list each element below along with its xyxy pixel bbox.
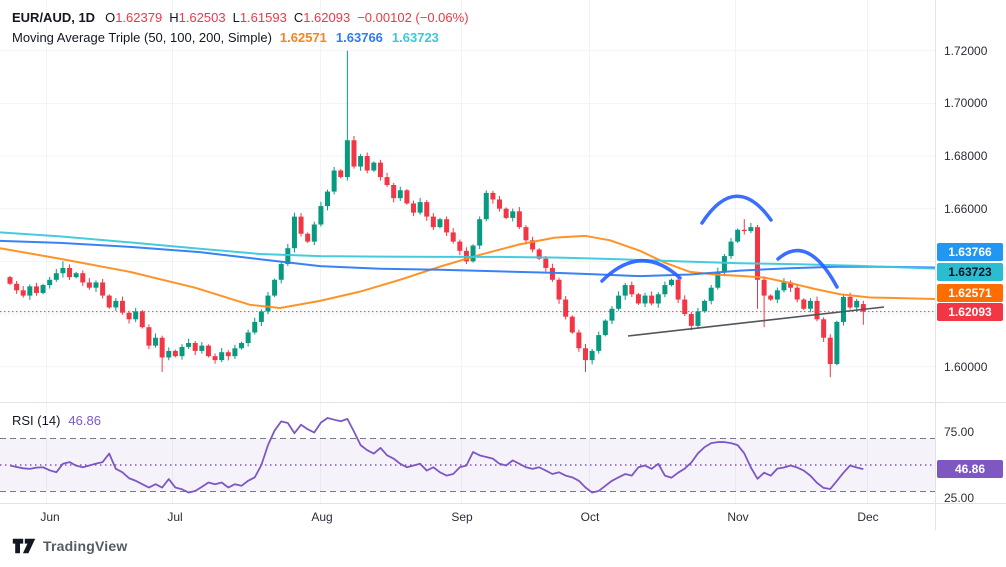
trendline[interactable] (627, 306, 885, 337)
symbol-row: EUR/AUD, 1D O1.62379 H1.62503 L1.61593 C1.62… (12, 8, 469, 28)
ohlc-h: H1.62503 (169, 10, 226, 25)
ohlc-l: L1.61593 (232, 10, 287, 25)
ma-line-100 (0, 239, 936, 278)
indicator-row: Moving Average Triple (50, 100, 200, Sim… (12, 28, 469, 48)
tradingview-logo[interactable]: TradingView (12, 538, 127, 554)
candles (7, 50, 866, 378)
indicator-value: 1.63723 (391, 30, 439, 45)
left-shoulder-arc[interactable] (600, 259, 682, 283)
ma-line-50 (0, 234, 936, 309)
chart-legend: EUR/AUD, 1D O1.62379 H1.62503 L1.61593 C1.62… (12, 8, 469, 48)
ohlc-values: O1.62379 H1.62503 L1.61593 C1.62093 (105, 10, 357, 25)
ohlc-o: O1.62379 (105, 10, 163, 25)
ohlc-c: C1.62093 (293, 10, 351, 25)
change-value: −0.00102 (−0.06%) (357, 10, 469, 25)
symbol-title[interactable]: EUR/AUD, 1D (12, 10, 96, 25)
rsi-line (9, 417, 864, 494)
rsi-title[interactable]: RSI (14) (12, 413, 61, 428)
rsi-legend: RSI (14) 46.86 (12, 413, 101, 428)
indicator-value: 1.63766 (335, 30, 383, 45)
head-arc[interactable] (700, 194, 773, 225)
rsi-current-value: 46.86 (68, 413, 101, 428)
indicator-values: 1.62571 1.63766 1.63723 (280, 30, 448, 45)
indicator-value: 1.62571 (279, 30, 327, 45)
ma-line-200 (0, 231, 936, 270)
right-shoulder-arc[interactable] (776, 248, 839, 289)
indicator-title[interactable]: Moving Average Triple (50, 100, 200, Sim… (12, 30, 272, 45)
tradingview-logo-icon (12, 538, 36, 554)
tradingview-logo-text: TradingView (43, 538, 128, 554)
chart-canvas[interactable] (0, 0, 1006, 530)
